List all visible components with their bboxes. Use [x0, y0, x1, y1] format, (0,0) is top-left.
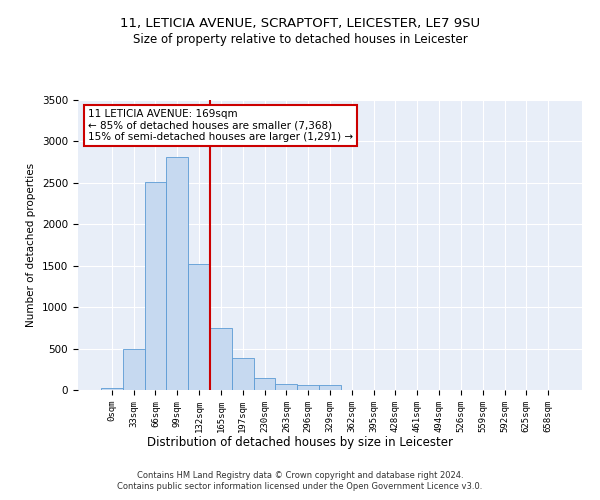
- Bar: [254, 378, 275, 390]
- Bar: [232, 358, 254, 390]
- Bar: [297, 386, 319, 390]
- Text: Contains public sector information licensed under the Open Government Licence v3: Contains public sector information licen…: [118, 482, 482, 491]
- Text: Distribution of detached houses by size in Leicester: Distribution of detached houses by size …: [147, 436, 453, 449]
- Bar: [101, 388, 123, 390]
- Text: Size of property relative to detached houses in Leicester: Size of property relative to detached ho…: [133, 32, 467, 46]
- Bar: [123, 350, 145, 390]
- Bar: [275, 384, 297, 390]
- Bar: [210, 328, 232, 390]
- Text: 11, LETICIA AVENUE, SCRAPTOFT, LEICESTER, LE7 9SU: 11, LETICIA AVENUE, SCRAPTOFT, LEICESTER…: [120, 18, 480, 30]
- Bar: [166, 157, 188, 390]
- Bar: [188, 264, 210, 390]
- Text: 11 LETICIA AVENUE: 169sqm
← 85% of detached houses are smaller (7,368)
15% of se: 11 LETICIA AVENUE: 169sqm ← 85% of detac…: [88, 108, 353, 142]
- Bar: [145, 182, 166, 390]
- Bar: [319, 386, 341, 390]
- Text: Contains HM Land Registry data © Crown copyright and database right 2024.: Contains HM Land Registry data © Crown c…: [137, 471, 463, 480]
- Y-axis label: Number of detached properties: Number of detached properties: [26, 163, 37, 327]
